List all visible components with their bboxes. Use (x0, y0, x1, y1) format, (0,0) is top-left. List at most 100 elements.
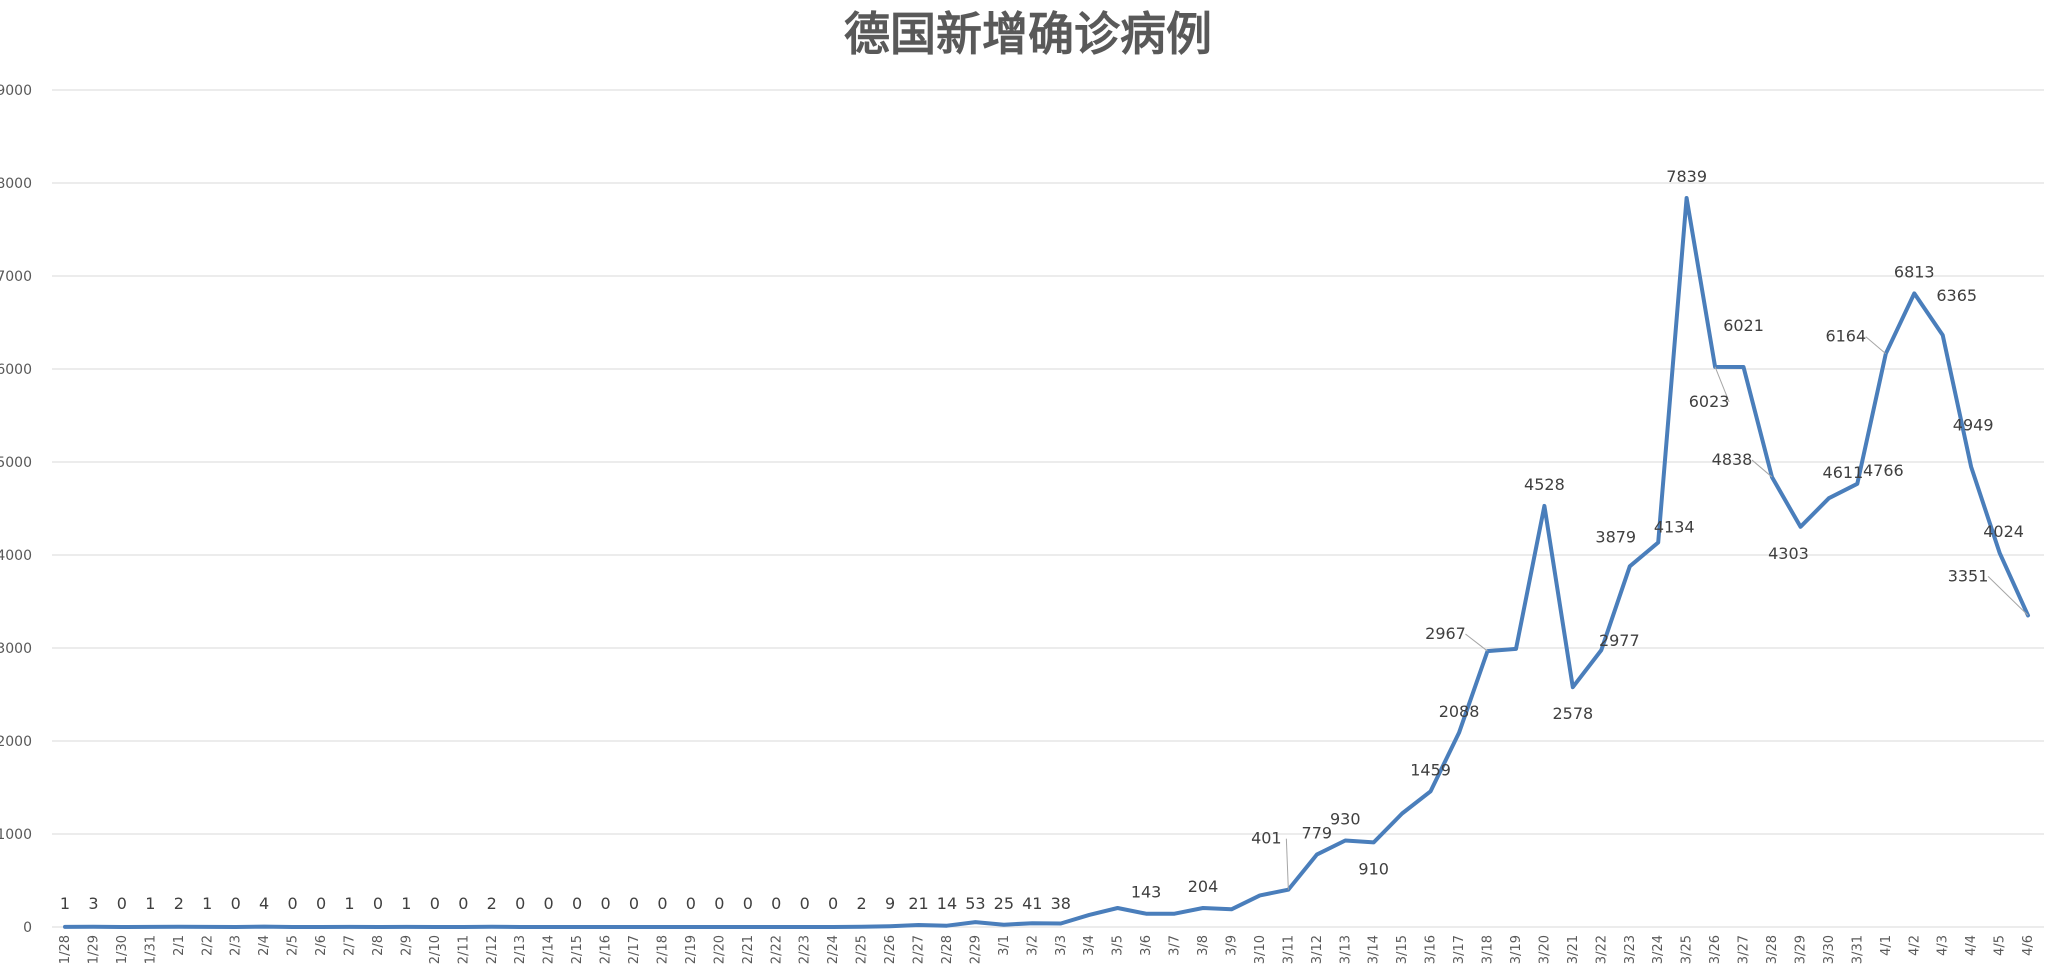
x-tick-label: 2/20 (712, 935, 727, 964)
x-tick-label: 3/27 (1737, 935, 1752, 964)
data-label: 0 (458, 894, 468, 913)
y-tick-label: 4000 (0, 548, 32, 564)
data-label: 204 (1188, 877, 1219, 896)
x-tick-label: 2/19 (684, 935, 699, 964)
x-tick-label: 3/28 (1765, 935, 1780, 964)
data-label: 4 (259, 894, 269, 913)
data-label: 0 (743, 894, 753, 913)
data-label: 0 (714, 894, 724, 913)
data-label: 2578 (1552, 704, 1593, 723)
x-tick-label: 2/10 (428, 935, 443, 964)
data-label: 25 (994, 894, 1014, 913)
data-label: 2088 (1439, 702, 1480, 721)
data-label: 21 (908, 894, 928, 913)
x-tick-label: 2/18 (655, 935, 670, 964)
x-tick-label: 4/3 (1936, 935, 1951, 956)
x-tick-label: 3/9 (1224, 935, 1239, 956)
x-tick-label: 2/22 (769, 935, 784, 964)
leader-lines (1285, 336, 2029, 890)
data-label: 0 (828, 894, 838, 913)
data-label: 2977 (1599, 631, 1640, 650)
data-label: 910 (1358, 859, 1389, 878)
x-tick-label: 3/11 (1281, 935, 1296, 964)
x-tick-label: 2/2 (200, 935, 215, 956)
y-tick-label: 0 (23, 920, 32, 936)
data-label: 4838 (1712, 450, 1753, 469)
chart-title: 德国新增确诊病例 (844, 7, 1212, 61)
data-label: 0 (231, 894, 241, 913)
x-tick-label: 3/16 (1424, 935, 1439, 964)
data-label: 0 (800, 894, 810, 913)
series (63, 196, 2030, 929)
x-tick-label: 3/22 (1594, 935, 1609, 964)
data-label: 1 (401, 894, 411, 913)
data-label: 2 (857, 894, 867, 913)
x-tick-label: 2/26 (883, 935, 898, 964)
x-tick-label: 3/24 (1651, 935, 1666, 964)
x-tick-label: 2/11 (456, 935, 471, 964)
data-label: 4949 (1953, 416, 1994, 435)
data-label: 0 (771, 894, 781, 913)
data-label: 2967 (1425, 624, 1466, 643)
y-tick-label: 6000 (0, 362, 32, 378)
x-tick-label: 3/15 (1395, 935, 1410, 964)
leader-line (1751, 459, 1773, 478)
x-tick-label: 2/6 (314, 935, 329, 956)
x-tick-label: 2/27 (912, 935, 927, 964)
data-label: 0 (515, 894, 525, 913)
x-tick-label: 2/17 (627, 935, 642, 964)
data-label: 3 (88, 894, 98, 913)
data-label: 4024 (1983, 522, 2024, 541)
x-tick-label: 4/2 (1907, 935, 1922, 956)
data-label: 4134 (1654, 518, 1695, 537)
data-label: 6021 (1723, 316, 1764, 335)
data-label: 0 (629, 894, 639, 913)
gridlines (52, 89, 2044, 928)
data-label: 1 (202, 894, 212, 913)
data-label: 6164 (1825, 327, 1866, 346)
data-label: 0 (572, 894, 582, 913)
data-label: 0 (544, 894, 554, 913)
x-tick-label: 3/26 (1708, 935, 1723, 964)
x-tick-label: 2/7 (343, 935, 358, 956)
x-tick-label: 2/23 (798, 935, 813, 964)
y-tick-label: 9000 (0, 83, 32, 99)
x-tick-label: 3/4 (1082, 935, 1097, 956)
data-label: 1 (60, 894, 70, 913)
x-tick-label: 3/21 (1566, 935, 1581, 964)
x-tick-label: 2/25 (855, 935, 870, 964)
x-tick-label: 1/30 (115, 935, 130, 964)
data-label: 0 (657, 894, 667, 913)
data-label: 0 (117, 894, 127, 913)
y-tick-label: 1000 (0, 827, 32, 843)
x-tick-label: 2/5 (286, 935, 301, 956)
leader-line (1714, 366, 1730, 403)
x-tick-label: 2/14 (542, 935, 557, 964)
series-line (63, 196, 2030, 929)
data-label: 3351 (1948, 566, 1989, 585)
x-tick-label: 3/10 (1253, 935, 1268, 964)
data-label: 0 (373, 894, 383, 913)
x-tick-label: 2/15 (570, 935, 585, 964)
data-label: 6023 (1689, 392, 1730, 411)
x-tick-label: 3/14 (1367, 935, 1382, 964)
data-label: 143 (1131, 883, 1162, 902)
leader-line (1285, 838, 1289, 890)
data-label: 0 (316, 894, 326, 913)
x-tick-label: 3/23 (1623, 935, 1638, 964)
x-tick-label: 3/19 (1509, 935, 1524, 964)
data-labels: 1 3 0 1 2 1 0 4 0 0 1 0 1 0 0 2 0 0 0 0 0 0 0 0 0 0 0 0 2 9 21 14 53 25 41… (60, 167, 2024, 913)
data-label: 4528 (1524, 475, 1565, 494)
x-tick-label: 1/29 (86, 935, 101, 964)
data-label: 401 (1251, 829, 1282, 848)
x-axis-ticks: 1/28 1/29 1/30 1/31 2/1 2/2 2/3 2/4 2/5 2/6 2/7 2/8… (58, 935, 2036, 964)
x-tick-label: 3/7 (1168, 935, 1183, 956)
x-tick-label: 3/20 (1537, 935, 1552, 964)
data-label: 9 (885, 894, 895, 913)
data-label: 4766 (1863, 461, 1904, 480)
data-label: 38 (1051, 894, 1071, 913)
x-tick-label: 2/9 (399, 935, 414, 956)
data-label: 6813 (1894, 262, 1935, 281)
x-tick-label: 2/21 (741, 935, 756, 964)
